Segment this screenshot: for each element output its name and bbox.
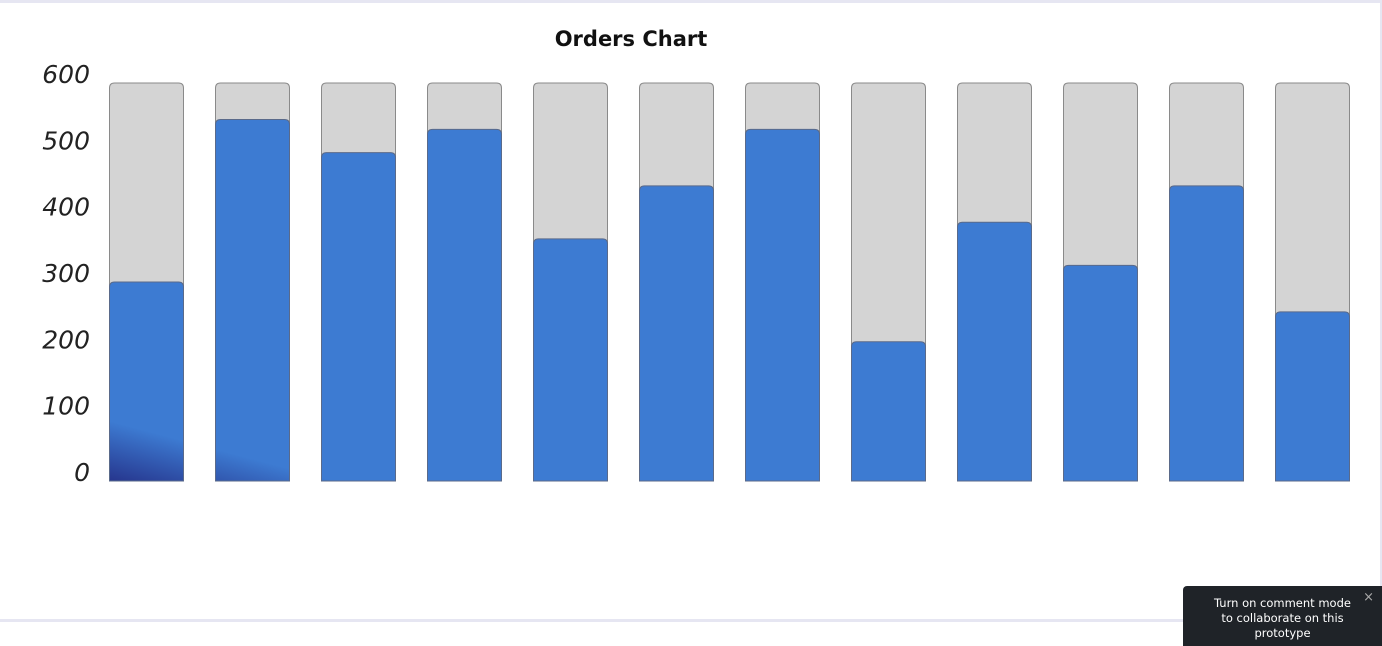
bar xyxy=(109,281,184,482)
chart: Orders Chart 0 100 200 300 400 500 600 xyxy=(0,0,1382,622)
y-tick-label: 0 xyxy=(74,458,90,487)
bottom-border xyxy=(0,619,1382,622)
y-tick-label: 300 xyxy=(42,259,90,288)
bar xyxy=(1169,185,1244,482)
comment-tooltip: Turn on comment mode to collaborate on t… xyxy=(1183,586,1382,646)
y-tick-label: 100 xyxy=(42,392,90,421)
bar xyxy=(321,152,396,482)
tooltip-text: Turn on comment mode to collaborate on t… xyxy=(1214,596,1351,640)
bar xyxy=(215,118,290,482)
bar xyxy=(1063,264,1138,482)
right-border xyxy=(1380,0,1382,622)
y-tick-label: 600 xyxy=(42,60,90,89)
y-tick-label: 200 xyxy=(42,325,90,354)
bar xyxy=(533,238,608,482)
tooltip-close[interactable]: × xyxy=(1363,590,1374,605)
bar xyxy=(427,128,502,482)
chart-title: Orders Chart xyxy=(555,27,708,51)
bar xyxy=(851,341,926,482)
bar xyxy=(1275,311,1350,482)
bar xyxy=(745,128,820,482)
top-border xyxy=(0,0,1382,3)
y-tick-label: 500 xyxy=(42,126,90,155)
bar xyxy=(639,185,714,482)
y-tick-label: 400 xyxy=(42,193,90,222)
bar xyxy=(957,221,1032,482)
